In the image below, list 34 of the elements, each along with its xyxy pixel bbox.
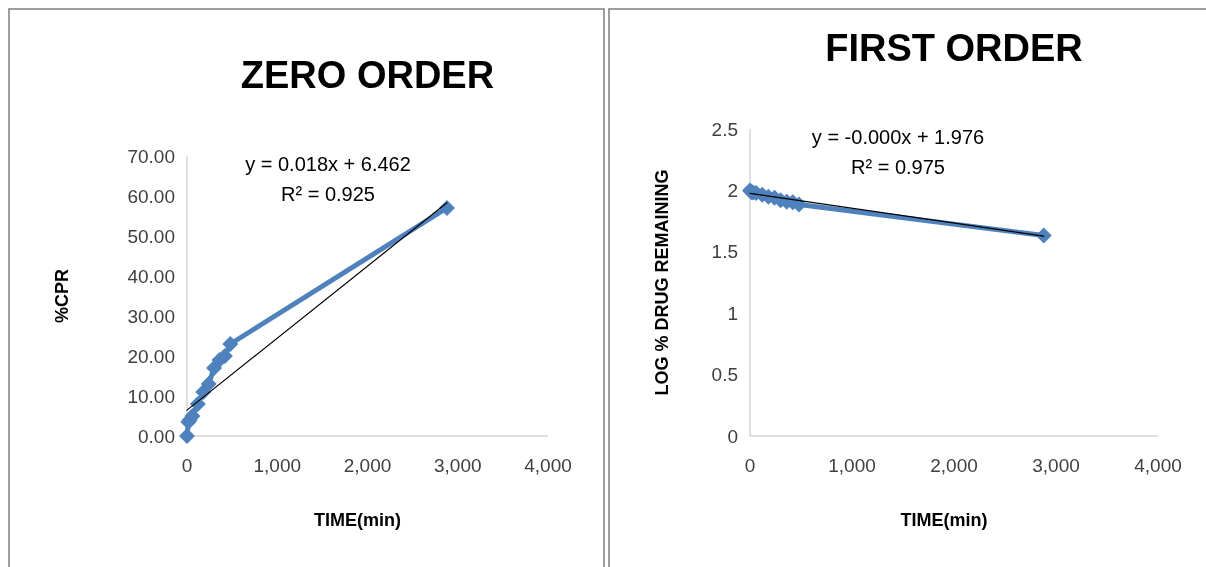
y-tick-label: 40.00 [127,265,175,287]
y-tick-label: 30.00 [127,305,175,327]
y-tick-label: 2.5 [711,118,738,140]
x-tick-label: 1,000 [828,455,876,476]
y-tick-label: 1 [727,302,738,324]
y-tick-label: 0.00 [138,425,175,447]
x-axis-title: TIME(min) [314,510,401,530]
annotation: y = -0.000x + 1.976 [811,126,985,148]
x-tick-label: 3,000 [1032,455,1080,476]
x-tick-label: 1,000 [253,455,302,476]
x-tick-label: 2,000 [930,455,978,476]
x-tick-label: 0 [744,455,756,476]
x-tick-label: 0 [181,455,193,476]
x-axis-title: TIME(min) [900,510,988,530]
x-tick-label: 4,000 [524,455,572,476]
y-tick-label: 1.5 [711,241,738,263]
x-tick-label: 2,000 [343,455,392,476]
y-tick-label: 70.00 [127,145,175,167]
y-tick-label: 10.00 [127,385,175,407]
x-tick-label: 4,000 [1134,455,1182,476]
chart-title: ZERO ORDER [240,54,495,96]
y-tick-label: 20.00 [127,345,175,367]
y-tick-label: 60.00 [127,185,175,207]
y-tick-label: 0 [727,425,738,447]
y-axis-title: LOG % DRUG REMAINING [652,169,672,396]
y-tick-label: 0.5 [711,364,738,386]
annotation: y = 0.018x + 6.462 [245,153,411,175]
y-axis-title: %CPR [52,268,72,324]
x-tick-label: 3,000 [433,455,482,476]
annotation: R² = 0.975 [851,156,945,178]
chart-title: FIRST ORDER [825,27,1083,69]
annotation: R² = 0.925 [281,183,375,205]
y-tick-label: 2 [727,180,738,202]
y-tick-label: 50.00 [127,225,175,247]
